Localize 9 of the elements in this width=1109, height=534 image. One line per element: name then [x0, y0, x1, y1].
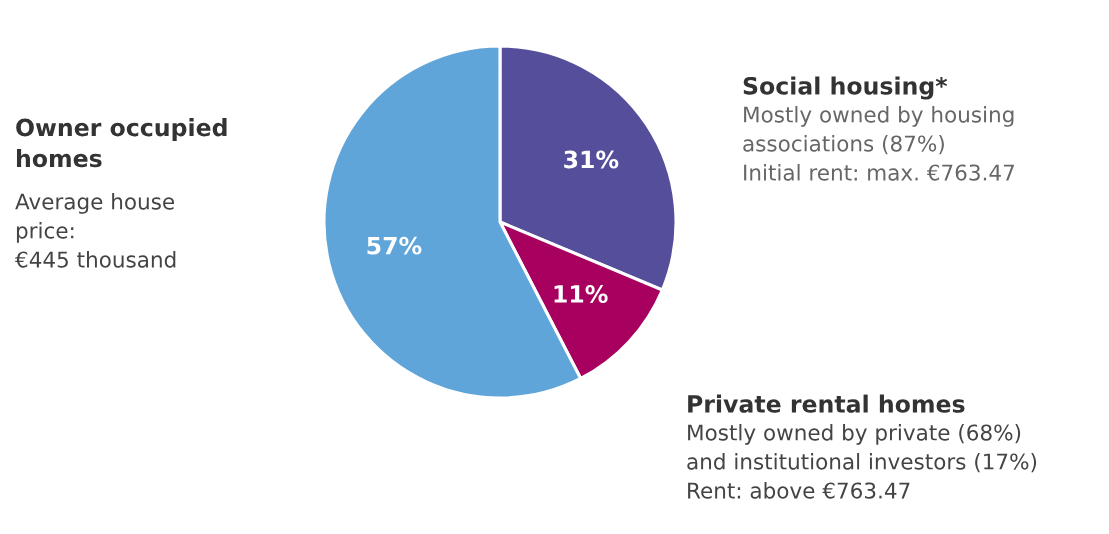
data-label: 31%: [564, 150, 619, 169]
slice-label: Owner occupied homes: [16, 118, 227, 168]
data-label: 57%: [367, 236, 422, 255]
slice-label: Social housing*: [743, 76, 948, 100]
text: Mostly owned by private (68%) and institutional investors (17%) Rent: above €763.47: [687, 424, 1037, 499]
text: Average house price: €445 thousand: [15, 193, 176, 268]
text: Mostly owned by housing associations (87%) Initial rent: max. €763.47: [743, 106, 1014, 181]
slice-label: Private rental homes: [688, 394, 965, 413]
data-label: 11%: [554, 285, 608, 303]
